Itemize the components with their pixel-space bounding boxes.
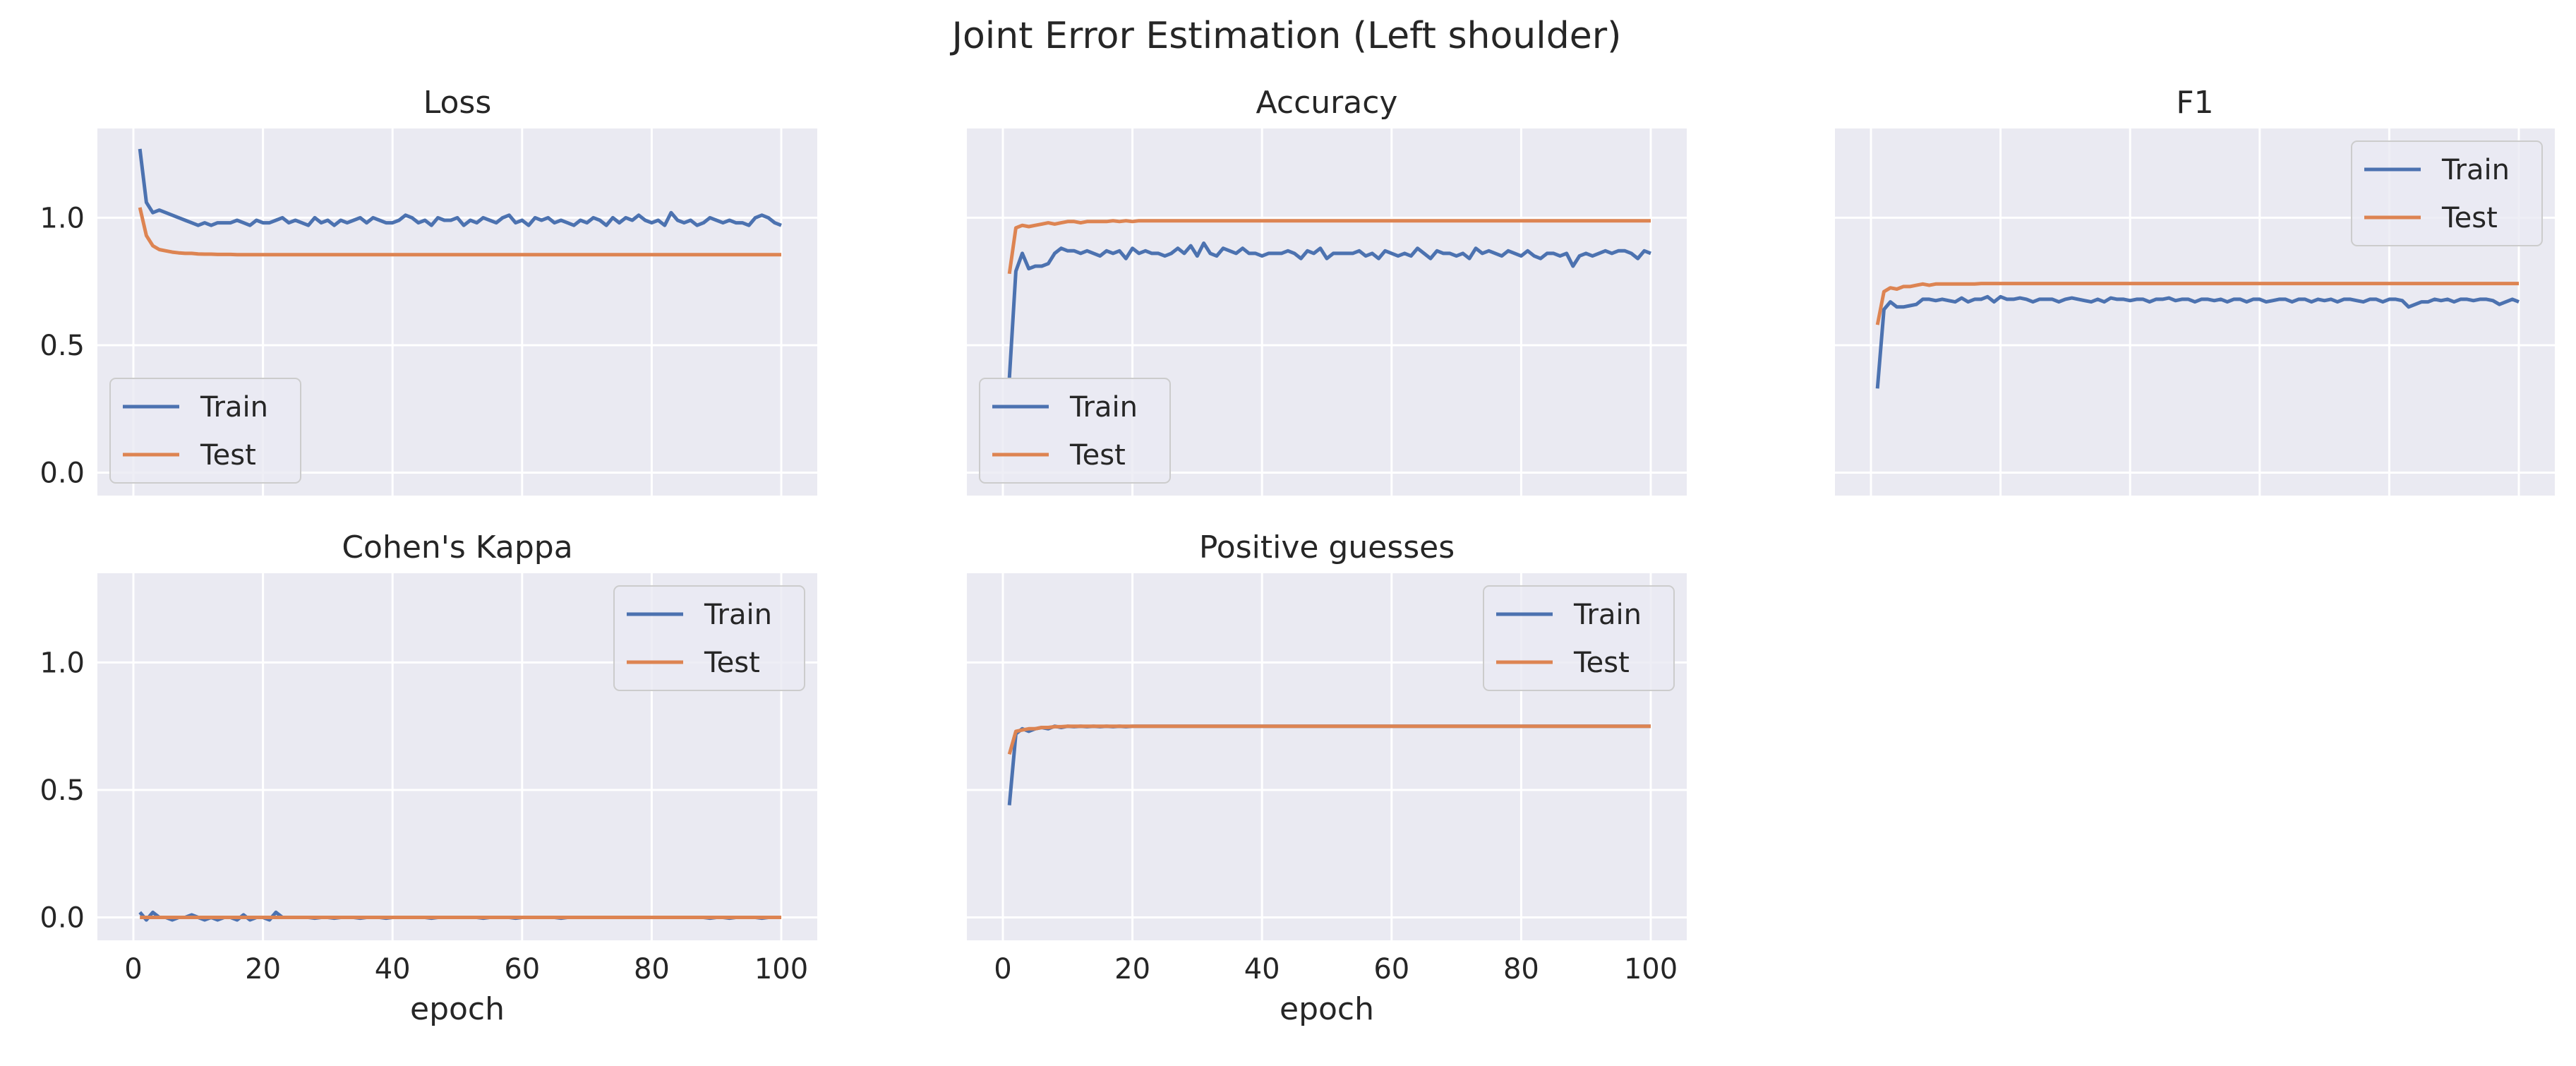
legend-label-train: Train (1573, 599, 1642, 631)
panel-f1: F1 Train Test (1835, 85, 2555, 496)
x-tick-label: 80 (634, 953, 670, 986)
x-tick-label: 40 (1244, 953, 1280, 986)
figure-title: Joint Error Estimation (Left shoulder) (950, 15, 1622, 57)
legend-label-test: Test (1573, 647, 1630, 679)
x-tick-label: 0 (994, 953, 1011, 986)
y-tick-label: 0.5 (40, 774, 85, 807)
series-line-test (1007, 219, 1651, 275)
x-axis-label: epoch (410, 991, 505, 1027)
panel-loss: Loss 0.0 0.5 1.0 Train Test (40, 85, 817, 496)
legend-label-train: Train (1069, 391, 1138, 424)
legend-label-test: Test (1069, 439, 1126, 472)
legend-label-train: Train (2441, 154, 2510, 186)
legend-label-test: Test (200, 439, 256, 472)
panel-kappa: Cohen's Kappa 0.0 0.5 1.0 0 20 40 60 80 100 epoch T… (40, 529, 817, 1027)
legend-box (979, 378, 1171, 484)
y-tick-label: 0.5 (40, 330, 85, 362)
x-tick-label: 100 (754, 953, 808, 986)
x-tick-label: 60 (1373, 953, 1409, 986)
x-tick-label: 0 (124, 953, 142, 986)
legend: Train Test (1483, 585, 1675, 691)
panel-title: F1 (2176, 85, 2213, 121)
y-tick-label: 1.0 (40, 202, 85, 234)
series-line-test (138, 207, 781, 257)
legend-box (2351, 140, 2543, 246)
series-line-test (1007, 724, 1651, 755)
series-line-train (1875, 294, 2520, 389)
x-tick-label: 20 (1114, 953, 1150, 986)
legend: Train Test (2351, 140, 2543, 246)
y-tick-label: 0.0 (40, 457, 85, 490)
legend-box (613, 585, 805, 691)
y-tick-label: 1.0 (40, 647, 85, 679)
legend-box (109, 378, 301, 484)
panel-positive: Positive guesses 0 20 40 60 80 100 epoch Train Te… (967, 529, 1687, 1027)
x-tick-label: 80 (1503, 953, 1539, 986)
panel-title: Positive guesses (1199, 529, 1455, 565)
x-tick-label: 60 (504, 953, 540, 986)
x-tick-label: 100 (1624, 953, 1678, 986)
legend: Train Test (979, 378, 1171, 484)
legend: Train Test (109, 378, 301, 484)
legend: Train Test (613, 585, 805, 691)
series-line-train (1007, 241, 1651, 379)
panel-title: Loss (423, 85, 492, 121)
x-tick-label: 40 (375, 953, 411, 986)
legend-label-train: Train (200, 391, 268, 424)
series-line-test (1875, 282, 2519, 325)
y-tick-label: 0.0 (40, 902, 85, 935)
panel-accuracy: Accuracy Train Test (967, 85, 1687, 496)
series-line-train (138, 148, 782, 227)
legend-label-test: Test (704, 647, 760, 679)
panel-title: Accuracy (1256, 85, 1398, 121)
panels: Loss0.00.51.0TrainTestAccuracyTrainTestF… (40, 85, 2555, 1027)
legend-box (1483, 585, 1675, 691)
x-axis-label: epoch (1280, 991, 1374, 1027)
panel-title: Cohen's Kappa (342, 529, 572, 565)
x-tick-label: 20 (245, 953, 281, 986)
legend-label-train: Train (704, 599, 772, 631)
legend-label-test: Test (2441, 202, 2498, 234)
